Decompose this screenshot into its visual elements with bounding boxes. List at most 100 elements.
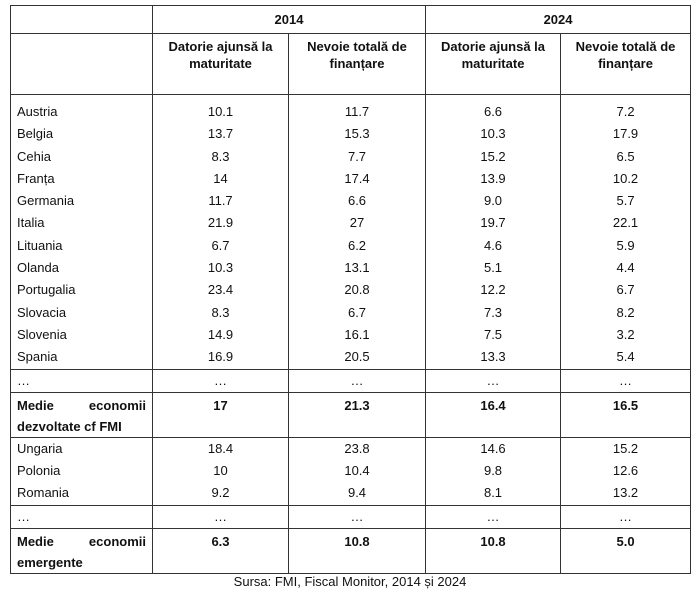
cell: 17.4	[287, 167, 427, 191]
cell: 22.1	[560, 212, 692, 235]
corner	[10, 33, 153, 95]
table-body: Austria 10.1 11.7 6.6 7.2 Belgia 13.7 15.3 10.3 1…	[10, 94, 692, 575]
cell: …	[425, 368, 562, 393]
table-row: Romania 9.2 9.4 8.1 13.2	[10, 482, 692, 506]
cell: 10.4	[287, 460, 427, 483]
cell: 7.2	[560, 94, 692, 124]
group-header: 2024	[425, 5, 692, 34]
table-row: Medie economii emergente 6.3 10.8 10.8 5.0	[10, 528, 692, 575]
row-label: Cehia	[10, 145, 153, 168]
cell: 6.6	[287, 190, 427, 213]
table-row: Cehia 8.3 7.7 15.2 6.5	[10, 145, 692, 168]
cell: 13.3	[425, 346, 562, 370]
group-row: 2014 2024	[10, 5, 692, 34]
row-label: …	[10, 368, 153, 393]
group-header: 2014	[151, 5, 427, 34]
cell: 10.3	[425, 123, 562, 146]
cell: 12.2	[425, 279, 562, 302]
row-label: Slovenia	[10, 323, 153, 347]
cell: 9.0	[425, 190, 562, 213]
cell: 5.4	[560, 346, 692, 370]
row-label: Germania	[10, 190, 153, 213]
cell: 20.5	[287, 346, 427, 370]
cell: 6.7	[287, 301, 427, 324]
row-label: …	[10, 504, 153, 529]
header-row: Datorie ajunsă la maturitate Nevoie tota…	[10, 33, 692, 95]
cell: 6.2	[287, 234, 427, 258]
cell: 8.3	[152, 145, 289, 168]
cell: 10.8	[425, 528, 562, 575]
row-label: Medie economii dezvoltate cf FMI	[10, 391, 153, 438]
cell: 23.4	[152, 279, 289, 302]
row-label: Polonia	[10, 460, 153, 483]
cell: 11.7	[287, 94, 427, 124]
cell: 13.1	[287, 257, 427, 280]
cell: …	[287, 504, 427, 529]
column-header: Nevoie totală de finanțare	[560, 33, 692, 95]
cell: 10.8	[287, 528, 427, 575]
table-row: Slovacia 8.3 6.7 7.3 8.2	[10, 301, 692, 324]
cell: 15.2	[560, 436, 692, 461]
table-row: Olanda 10.3 13.1 5.1 4.4	[10, 257, 692, 280]
cell: 16.4	[425, 391, 562, 438]
cell: 3.2	[560, 323, 692, 347]
cell: 16.5	[560, 391, 692, 438]
cell: 6.5	[560, 145, 692, 168]
cell: 5.0	[560, 528, 692, 575]
row-label: Romania	[10, 482, 153, 506]
cell: 10.1	[152, 94, 289, 124]
cell: 9.4	[287, 482, 427, 506]
cell: 4.6	[425, 234, 562, 258]
table-row: ……………	[10, 504, 692, 529]
column-header: Nevoie totală de finanțare	[287, 33, 427, 95]
column-header: Datorie ajunsă la maturitate	[425, 33, 562, 95]
cell: 20.8	[287, 279, 427, 302]
cell: 7.5	[425, 323, 562, 347]
table-row: Italia 21.9 27 19.7 22.1	[10, 212, 692, 235]
cell: 12.6	[560, 460, 692, 483]
table-row: Ungaria 18.4 23.8 14.6 15.2	[10, 436, 692, 461]
cell: 15.3	[287, 123, 427, 146]
cell: …	[152, 368, 289, 393]
table-row: Polonia 10 10.4 9.8 12.6	[10, 460, 692, 483]
table-row: Portugalia 23.4 20.8 12.2 6.7	[10, 279, 692, 302]
row-label: Franța	[10, 167, 153, 191]
cell: 5.9	[560, 234, 692, 258]
cell: …	[287, 368, 427, 393]
table-row: Slovenia 14.9 16.1 7.5 3.2	[10, 323, 692, 347]
cell: 16.9	[152, 346, 289, 370]
cell: 6.6	[425, 94, 562, 124]
row-label: Lituania	[10, 234, 153, 258]
table-row: Spania 16.9 20.5 13.3 5.4	[10, 346, 692, 370]
row-label: Slovacia	[10, 301, 153, 324]
cell: 8.3	[152, 301, 289, 324]
cell: 6.7	[152, 234, 289, 258]
cell: …	[560, 368, 692, 393]
row-label: Austria	[10, 94, 153, 124]
column-header: Datorie ajunsă la maturitate	[152, 33, 289, 95]
cell: 7.7	[287, 145, 427, 168]
cell: 21.9	[152, 212, 289, 235]
cell: 7.3	[425, 301, 562, 324]
cell: 18.4	[152, 436, 289, 461]
row-label: Portugalia	[10, 279, 153, 302]
cell: 13.2	[560, 482, 692, 506]
cell: 10.2	[560, 167, 692, 191]
row-label: Belgia	[10, 123, 153, 146]
cell: …	[425, 504, 562, 529]
table-row: Germania 11.7 6.6 9.0 5.7	[10, 190, 692, 213]
cell: 9.2	[152, 482, 289, 506]
row-label: Ungaria	[10, 436, 153, 461]
cell: 6.3	[152, 528, 289, 575]
data-table: 2014 2024 Datorie ajunsă la maturitate N…	[10, 5, 692, 575]
cell: 27	[287, 212, 427, 235]
cell: 10	[152, 460, 289, 483]
cell: 17.9	[560, 123, 692, 146]
cell: 14.9	[152, 323, 289, 347]
cell: 6.7	[560, 279, 692, 302]
corner	[10, 5, 153, 34]
cell: 17	[152, 391, 289, 438]
cell: …	[152, 504, 289, 529]
cell: 5.1	[425, 257, 562, 280]
